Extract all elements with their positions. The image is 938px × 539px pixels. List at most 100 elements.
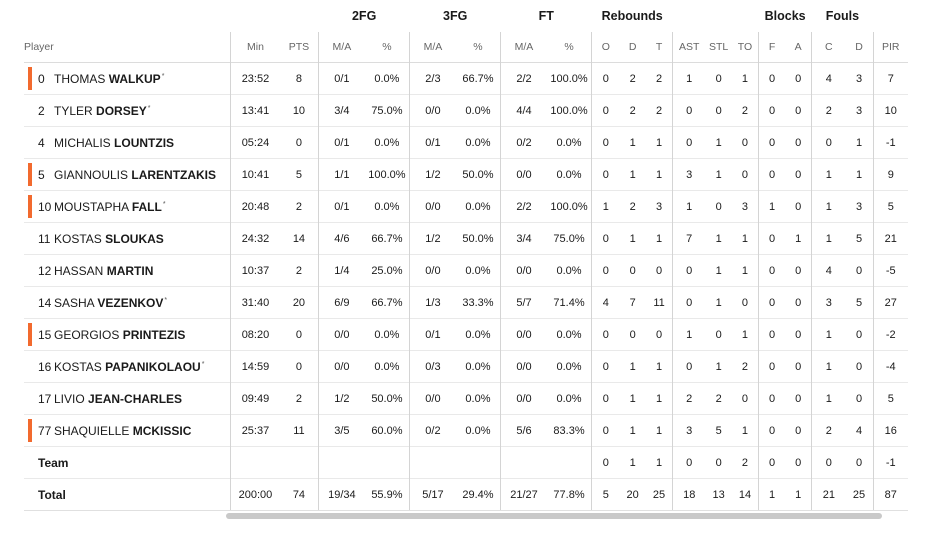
- col-pir[interactable]: PIR: [872, 32, 908, 63]
- cell-stl: 1: [705, 350, 732, 383]
- cell-pir: -1: [872, 126, 908, 159]
- col-player[interactable]: Player: [24, 41, 54, 53]
- col-3fg-ma[interactable]: M/A: [409, 32, 456, 63]
- cell-blk-a: 0: [785, 350, 812, 383]
- cell-blk-a: 0: [785, 254, 812, 287]
- cell-fg2-pct: 60.0%: [364, 414, 410, 447]
- player-name-cell[interactable]: 10 MOUSTAPHA FALL*: [24, 190, 231, 223]
- cell-to: 0: [731, 286, 759, 319]
- player-name-cell[interactable]: 77 SHAQUIELLE MCKISSIC: [24, 414, 231, 447]
- player-row[interactable]: 14 SASHA VEZENKOV* 31:40 20 6/9 66.7% 1/3 33.3%…: [24, 286, 908, 319]
- cell-to: 2: [731, 350, 759, 383]
- cell-stl: 1: [705, 254, 732, 287]
- cell-reb-d: 2: [619, 62, 646, 95]
- cell-stl: 1: [705, 286, 732, 319]
- col-to[interactable]: TO: [737, 41, 753, 53]
- player-name-cell[interactable]: 4 MICHALIS LOUNTZIS: [24, 126, 231, 159]
- cell-reb-d: 20: [619, 478, 646, 511]
- col-reb-t[interactable]: T: [655, 41, 663, 53]
- cell-pir: 9: [872, 158, 908, 191]
- col-ft-pct[interactable]: %: [564, 41, 574, 53]
- horizontal-scrollbar[interactable]: [226, 513, 882, 519]
- cell-reb-t: 1: [645, 350, 673, 383]
- cell-reb-t: 0: [645, 318, 673, 351]
- player-row[interactable]: 4 MICHALIS LOUNTZIS 05:24 0 0/1 0.0% 0/1 0.0% 0/…: [24, 126, 908, 159]
- player-last-name: JEAN-CHARLES: [88, 391, 183, 406]
- player-row[interactable]: 17 LIVIO JEAN-CHARLES 09:49 2 1/2 50.0% 0/0 0.0…: [24, 382, 908, 415]
- player-row[interactable]: 15 GEORGIOS PRINTEZIS 08:20 0 0/0 0.0% 0/1 0.0%…: [24, 318, 908, 351]
- cell-pir: 5: [872, 190, 908, 223]
- col-2fg-pct[interactable]: %: [382, 41, 392, 53]
- player-first-name: MOUSTAPHA: [54, 199, 129, 214]
- cell-fg3-ma: 2/3: [409, 62, 456, 95]
- cell-stl: 0: [705, 446, 732, 479]
- cell-fg2-pct: 50.0%: [364, 382, 410, 415]
- player-name-cell[interactable]: 11 KOSTAS SLOUKAS: [24, 222, 231, 255]
- cell-reb-d: 1: [619, 350, 646, 383]
- player-last-name: LARENTZAKIS: [131, 167, 217, 182]
- player-last-name: LOUNTZIS: [114, 135, 175, 150]
- col-reb-o[interactable]: O: [591, 32, 620, 63]
- cell-ft-ma: 5/6: [500, 414, 547, 447]
- player-name-cell[interactable]: 14 SASHA VEZENKOV*: [24, 286, 231, 319]
- player-name-cell[interactable]: 15 GEORGIOS PRINTEZIS: [24, 318, 231, 351]
- player-row[interactable]: 5 GIANNOULIS LARENTZAKIS 10:41 5 1/1 100.0% 1/…: [24, 158, 908, 191]
- cell-foul-d: 1: [845, 126, 874, 159]
- player-name-cell[interactable]: 17 LIVIO JEAN-CHARLES: [24, 382, 231, 415]
- player-name-cell[interactable]: 5 GIANNOULIS LARENTZAKIS: [24, 158, 231, 191]
- player-name-cell[interactable]: 0 THOMAS WALKUP*: [24, 62, 231, 95]
- cell-foul-d: 3: [845, 190, 874, 223]
- cell-fg2-pct: 75.0%: [364, 94, 410, 127]
- cell-reb-t: 1: [645, 126, 673, 159]
- cell-foul-c: 1: [811, 158, 846, 191]
- cell-ft-ma: 2/2: [500, 190, 547, 223]
- cell-ft-ma: 0/0: [500, 350, 547, 383]
- cell-reb-o: 0: [591, 414, 620, 447]
- cell-fg3-ma: 0/0: [409, 382, 456, 415]
- cell-ft-ma: [500, 446, 547, 479]
- col-foul-c[interactable]: C: [811, 32, 846, 63]
- player-row[interactable]: 12 HASSAN MARTIN 10:37 2 1/4 25.0% 0/0 0.0% 0/0 0…: [24, 254, 908, 287]
- cell-fg2-ma: 1/4: [318, 254, 365, 287]
- cell-ft-pct: 0.0%: [546, 318, 592, 351]
- col-pts[interactable]: PTS: [288, 41, 310, 53]
- cell-to: 1: [731, 62, 759, 95]
- player-number: 2: [38, 103, 45, 118]
- cell-reb-t: 1: [645, 158, 673, 191]
- player-name-cell[interactable]: 12 HASSAN MARTIN: [24, 254, 231, 287]
- cell-ast: 18: [672, 478, 706, 511]
- col-ft-ma[interactable]: M/A: [500, 32, 547, 63]
- player-row[interactable]: 10 MOUSTAPHA FALL* 20:48 2 0/1 0.0% 0/0 0.0% 2/2…: [24, 190, 908, 223]
- cell-stl: 13: [705, 478, 732, 511]
- cell-ft-pct: 75.0%: [546, 222, 592, 255]
- cell-blk-f: 0: [758, 350, 786, 383]
- player-row[interactable]: 77 SHAQUIELLE MCKISSIC 25:37 11 3/5 60.0% 0/2 0…: [24, 414, 908, 447]
- team-label: Team: [24, 446, 231, 479]
- col-blk-f[interactable]: F: [758, 32, 786, 63]
- player-row[interactable]: 16 KOSTAS PAPANIKOLAOU* 14:59 0 0/0 0.0% 0/3 0.…: [24, 350, 908, 383]
- col-3fg-pct[interactable]: %: [473, 41, 483, 53]
- col-ast[interactable]: AST: [672, 32, 706, 63]
- col-2fg-ma[interactable]: M/A: [318, 32, 365, 63]
- player-first-name: KOSTAS: [54, 231, 102, 246]
- cell-reb-o: 1: [591, 190, 620, 223]
- cell-to: 0: [731, 126, 759, 159]
- cell-blk-f: 0: [758, 62, 786, 95]
- player-row[interactable]: 11 KOSTAS SLOUKAS 24:32 14 4/6 66.7% 1/2 50.0% 3…: [24, 222, 908, 255]
- player-row[interactable]: 0 THOMAS WALKUP* 23:52 8 0/1 0.0% 2/3 66.7% 2/2 1…: [24, 62, 908, 95]
- cell-ast: 1: [672, 190, 706, 223]
- player-row[interactable]: 2 TYLER DORSEY* 13:41 10 3/4 75.0% 0/0 0.0% 4/4 1…: [24, 94, 908, 127]
- cell-blk-a: 0: [785, 126, 812, 159]
- col-stl[interactable]: STL: [708, 41, 729, 53]
- cell-blk-a: 0: [785, 382, 812, 415]
- col-blk-a[interactable]: A: [794, 41, 802, 53]
- cell-stl: 1: [705, 126, 732, 159]
- cell-fg2-pct: 66.7%: [364, 222, 410, 255]
- player-name-cell[interactable]: 16 KOSTAS PAPANIKOLAOU*: [24, 350, 231, 383]
- cell-reb-t: 2: [645, 62, 673, 95]
- col-foul-d[interactable]: D: [855, 41, 863, 53]
- col-reb-d[interactable]: D: [628, 41, 637, 53]
- col-min[interactable]: Min: [230, 32, 280, 63]
- cell-blk-a: 0: [785, 190, 812, 223]
- player-name-cell[interactable]: 2 TYLER DORSEY*: [24, 94, 231, 127]
